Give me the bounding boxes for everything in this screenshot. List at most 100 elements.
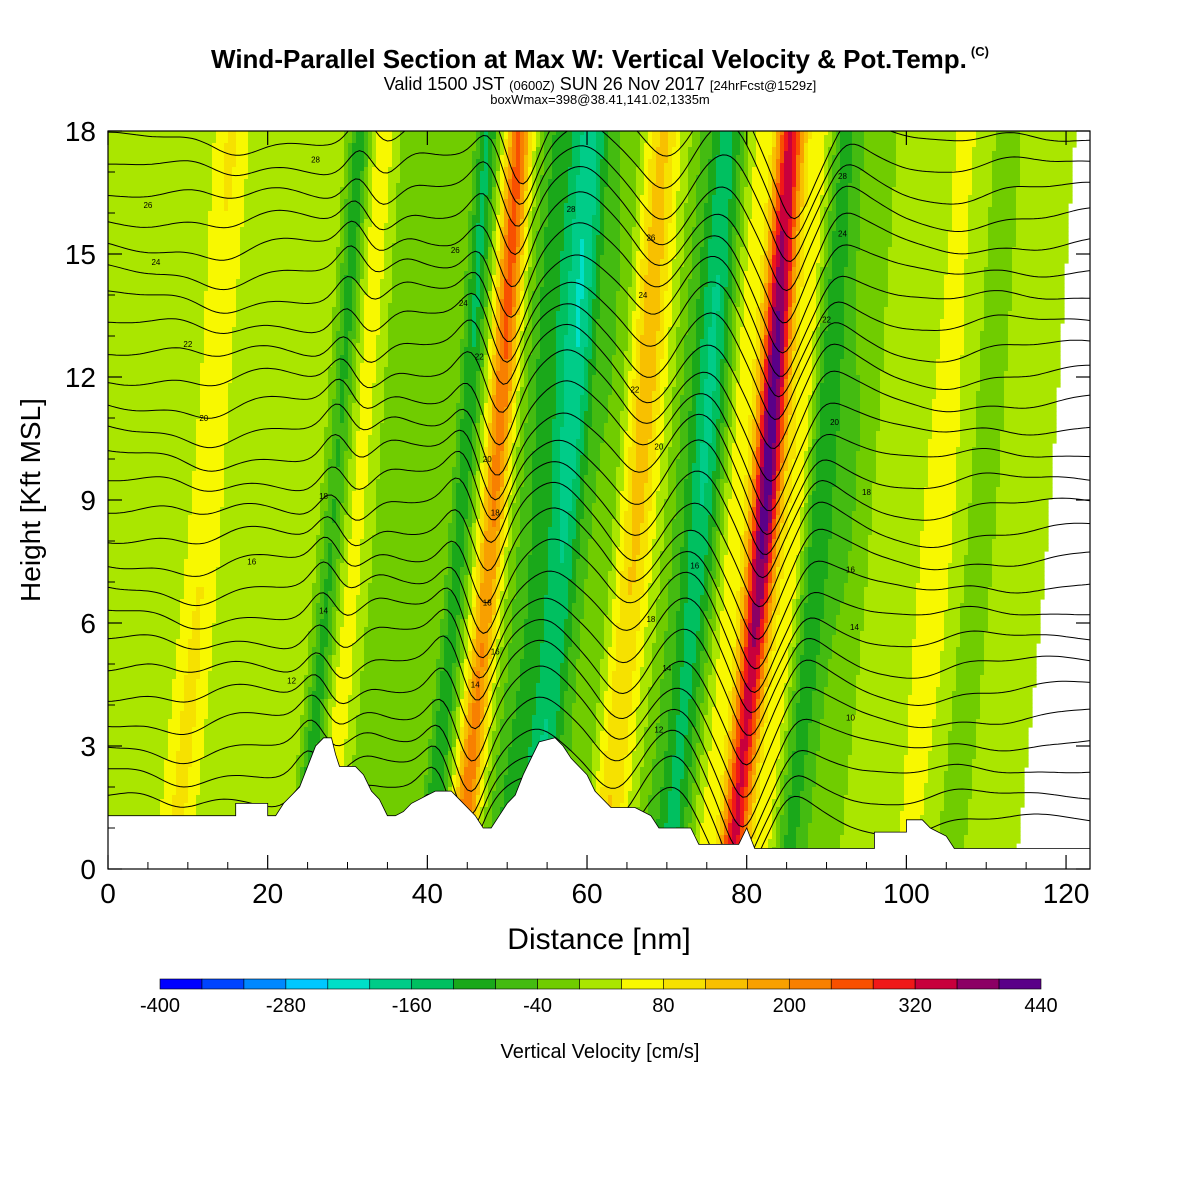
velocity-cell (768, 279, 773, 284)
velocity-cell (692, 271, 701, 276)
velocity-cell (572, 263, 581, 268)
velocity-cell (692, 387, 701, 392)
velocity-cell (696, 327, 705, 332)
velocity-cell (588, 307, 593, 312)
velocity-cell (764, 211, 769, 216)
velocity-cell (576, 195, 597, 200)
velocity-cell (864, 135, 897, 140)
velocity-cell (856, 267, 889, 272)
velocity-cell (504, 323, 509, 328)
velocity-cell (772, 287, 777, 292)
velocity-cell (480, 323, 485, 328)
velocity-cell (948, 259, 965, 264)
velocity-cell (824, 267, 833, 272)
velocity-cell (376, 159, 393, 164)
velocity-cell (780, 199, 793, 204)
velocity-cell (796, 179, 801, 184)
velocity-cell (496, 255, 501, 260)
velocity-cell (832, 255, 849, 260)
velocity-cell (740, 215, 745, 220)
velocity-cell (824, 331, 845, 336)
velocity-cell (548, 223, 565, 228)
velocity-cell (368, 263, 385, 268)
velocity-cell (340, 275, 345, 280)
velocity-cell (580, 267, 585, 272)
velocity-cell (816, 283, 821, 288)
velocity-cell (376, 351, 389, 356)
velocity-cell (724, 323, 729, 328)
velocity-cell (212, 191, 225, 196)
velocity-cell (852, 155, 865, 160)
velocity-cell (792, 251, 797, 256)
velocity-cell (768, 167, 773, 172)
velocity-cell (708, 371, 717, 376)
velocity-cell (344, 331, 349, 336)
velocity-cell (348, 175, 353, 180)
velocity-cell (696, 179, 709, 184)
velocity-cell (592, 335, 597, 340)
velocity-cell (844, 311, 857, 316)
velocity-cell (668, 263, 673, 268)
velocity-cell (660, 323, 665, 328)
velocity-cell (340, 187, 349, 192)
velocity-cell (552, 155, 573, 160)
velocity-cell (772, 247, 777, 252)
velocity-cell (372, 387, 385, 392)
velocity-cell (500, 155, 505, 160)
velocity-cell (500, 151, 505, 156)
velocity-cell (760, 375, 765, 380)
velocity-cell (388, 195, 397, 200)
velocity-cell (492, 259, 497, 264)
velocity-cell (736, 263, 741, 268)
velocity-cell (668, 247, 677, 252)
velocity-cell (488, 323, 493, 328)
forecast-info: [24hrFcst@1529z] (709, 78, 817, 93)
velocity-cell (352, 303, 357, 308)
velocity-cell (568, 295, 577, 300)
velocity-cell (396, 231, 469, 236)
velocity-cell (236, 287, 337, 292)
velocity-cell (768, 223, 773, 228)
velocity-cell (796, 379, 813, 384)
velocity-cell (972, 147, 997, 152)
velocity-cell (208, 243, 241, 248)
velocity-cell (460, 391, 465, 396)
velocity-cell (352, 195, 361, 200)
velocity-cell (584, 247, 593, 252)
velocity-cell (500, 203, 505, 208)
velocity-cell (380, 315, 389, 320)
velocity-cell (644, 231, 649, 236)
velocity-cell (636, 263, 641, 268)
velocity-cell (796, 283, 805, 288)
velocity-cell (644, 219, 653, 224)
velocity-cell (768, 235, 773, 240)
velocity-cell (788, 255, 793, 260)
velocity-cell (644, 167, 649, 172)
velocity-cell (500, 211, 505, 216)
velocity-cell (772, 327, 777, 332)
velocity-cell (812, 375, 817, 380)
velocity-cell (824, 143, 833, 148)
velocity-cell (776, 227, 781, 232)
velocity-cell (596, 371, 613, 376)
velocity-cell (592, 239, 597, 244)
velocity-cell (812, 383, 817, 388)
velocity-cell (572, 219, 593, 224)
velocity-cell (204, 319, 237, 324)
velocity-cell (464, 391, 477, 396)
velocity-cell (360, 227, 365, 232)
velocity-cell (796, 167, 801, 172)
velocity-cell (772, 343, 781, 348)
velocity-cell (792, 135, 797, 140)
velocity-cell (736, 307, 745, 312)
velocity-cell (616, 323, 629, 328)
velocity-cell (356, 351, 365, 356)
velocity-cell (248, 143, 345, 148)
velocity-cell (600, 299, 617, 304)
velocity-cell (660, 315, 665, 320)
velocity-cell (340, 211, 345, 216)
velocity-cell (796, 183, 801, 188)
velocity-cell (208, 231, 241, 236)
velocity-cell (784, 251, 789, 256)
velocity-cell (512, 279, 517, 284)
